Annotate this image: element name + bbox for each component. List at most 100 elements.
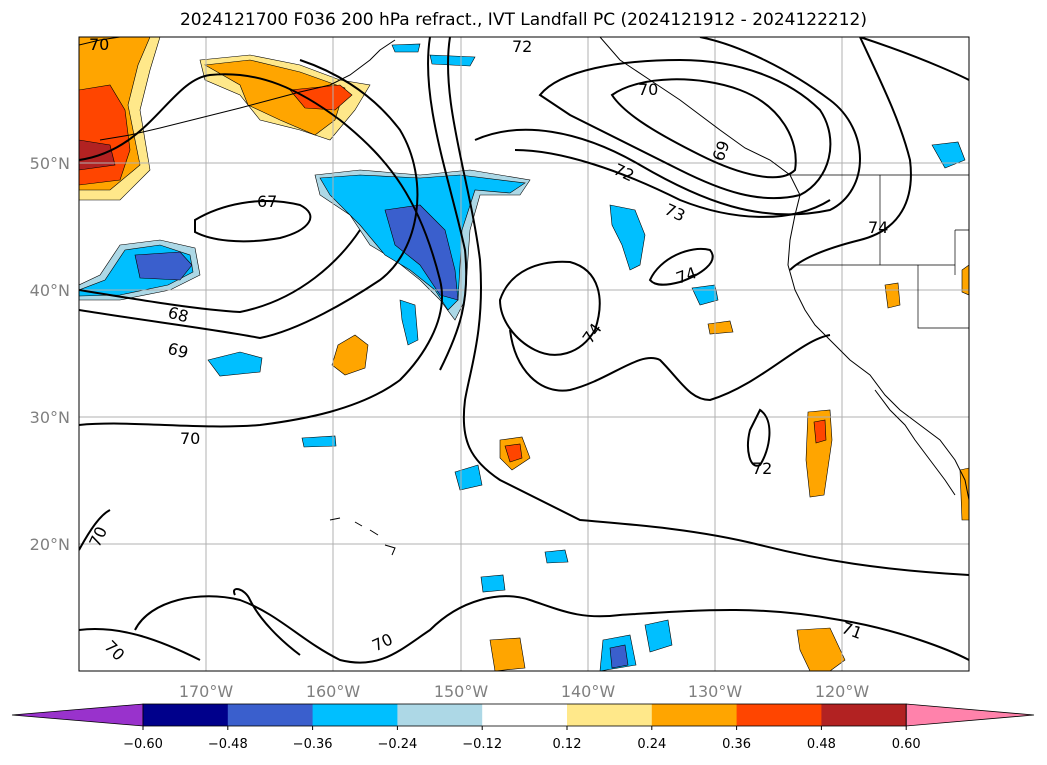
contour-line [233,588,301,656]
contour-label: 68 [166,303,191,327]
refractivity-shading [79,37,969,671]
hawaii-islands [329,517,396,556]
colorbar-bin [482,704,568,726]
contour-line [474,37,861,216]
coastlines [79,37,969,556]
colorbar-tick-label: −0.24 [377,737,417,752]
colorbar-tick-label: −0.12 [462,737,502,752]
lat-label: 30°N [30,408,70,427]
contour-line [427,37,468,371]
lat-label: 50°N [30,154,70,173]
lon-label: 140°W [561,682,616,701]
colorbar-tick-label: −0.36 [293,737,333,752]
colorbar-tick-label: −0.60 [123,737,163,752]
colorbar-tick-label: 0.48 [807,737,836,752]
negative-anomaly-region [480,574,506,593]
contour-line [789,37,912,271]
map-title: 2024121700 F036 200 hPa refract., IVT La… [179,10,867,30]
lon-label: 150°W [434,682,489,701]
lon-label: 170°W [179,682,234,701]
positive-anomaly-region [504,443,523,463]
negative-anomaly-region [207,351,263,377]
lon-label: 120°W [815,682,870,701]
contour-line [498,260,601,356]
colorbar-under-extend [11,703,144,727]
lon-label: 160°W [306,682,361,701]
contour-label: 72 [752,459,772,478]
colorbar-tick-label: 0.36 [722,737,751,752]
contour-line [447,37,969,576]
colorbar-over-extend [905,703,1035,727]
colorbar-tick-label: −0.48 [208,737,248,752]
longitude-labels: 170°W 160°W 150°W 140°W 130°W 120°W [179,682,870,701]
baja-coastline [874,389,956,496]
map-frame [78,36,970,672]
lat-label: 20°N [30,535,70,554]
refractivity-contours [79,37,969,664]
gridlines [79,37,969,671]
colorbar-tick-label: 0.24 [637,737,666,752]
contour-line [79,628,201,661]
contour-line [648,247,714,286]
colorbar-bin [821,704,907,726]
contour-label: 70 [180,429,200,448]
north-america-coastline [599,37,969,501]
colorbar-tick-label: 0.60 [892,737,921,752]
contour-label: 70 [638,80,658,99]
negative-anomaly-region [609,644,629,669]
colorbar-bin [397,704,483,726]
contour-label: 69 [166,339,191,363]
colorbar: −0.60 −0.48 −0.36 −0.24 −0.12 0.12 0.24 0.36 0.4… [11,703,1035,752]
positive-anomaly-region [961,264,969,296]
map-panel: 70 72 70 69 72 73 74 74 74 67 68 69 70 7… [79,35,969,671]
positive-anomaly-region [204,59,346,136]
lat-label: 40°N [30,281,70,300]
colorbar-tick-label: 0.12 [553,737,582,752]
negative-anomaly-region [399,299,419,346]
negative-anomaly-region [301,435,337,448]
negative-anomaly-region [644,619,673,653]
colorbar-bin [567,704,653,726]
colorbar-bin [143,704,229,726]
negative-anomaly-region [609,204,646,271]
state-borders [790,174,969,329]
colorbar-bin [651,704,738,726]
positive-anomaly-region [796,627,846,671]
contour-line [610,78,797,179]
positive-anomaly-region [884,282,901,309]
latitude-labels: 50°N 40°N 30°N 20°N [30,154,70,554]
negative-anomaly-region [454,464,483,491]
contour-line [859,37,969,81]
lon-label: 130°W [688,682,743,701]
positive-anomaly-region [813,419,827,444]
negative-anomaly-region [134,251,193,281]
contour-label: 67 [257,192,277,211]
colorbar-bin [312,704,398,726]
negative-anomaly-region [391,43,421,53]
contour-line [538,58,832,200]
contour-label: 72 [512,37,532,56]
negative-anomaly-region [931,141,966,169]
contour-line [134,595,969,664]
colorbar-bin [227,704,314,726]
contour-line [194,199,312,243]
negative-anomaly-region [429,54,476,67]
contour-line [79,59,419,340]
contour-line [747,408,771,467]
contour-label: 74 [868,218,888,237]
positive-anomaly-region [489,637,526,671]
positive-anomaly-region [289,84,353,111]
positive-anomaly-region [959,467,969,521]
contour-line [79,509,111,551]
alaska-coastline [79,37,396,141]
contour-line [514,149,831,218]
colorbar-outline [142,703,907,727]
positive-anomaly-region [707,320,734,335]
colorbar-bin [736,704,822,726]
contour-label: 70 [89,35,109,54]
contour-line [509,329,831,402]
positive-anomaly-region [331,334,369,376]
contour-line [79,73,443,428]
contour-line [79,229,361,314]
